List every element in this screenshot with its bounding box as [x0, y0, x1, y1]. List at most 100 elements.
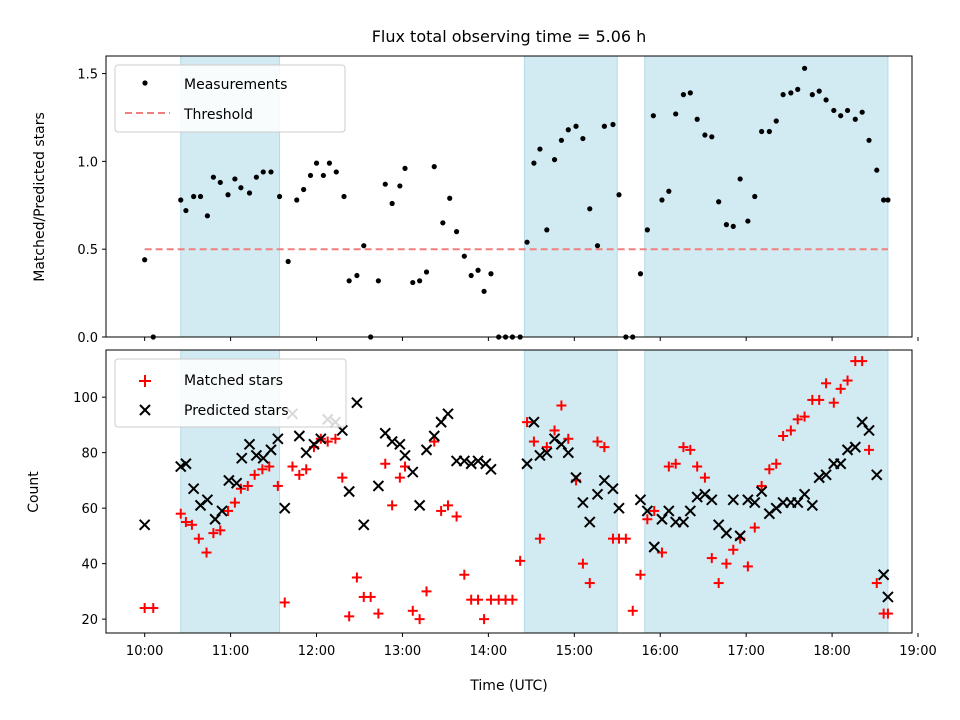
predicted-stars-point — [534, 449, 546, 462]
measurement-point — [780, 92, 786, 98]
measurement-point — [544, 227, 550, 233]
measurement-point — [795, 86, 801, 92]
measurement-point — [197, 193, 204, 200]
matched-stars-point — [451, 511, 462, 522]
measurement-point — [666, 188, 672, 194]
matched-stars-point — [541, 442, 552, 453]
bottom-legend-box — [114, 358, 347, 428]
measurement-point — [346, 278, 352, 284]
legend-threshold-label: Threshold — [183, 107, 253, 123]
measurement-point — [573, 123, 579, 129]
measurement-point — [852, 116, 858, 122]
measurement-point — [475, 267, 481, 273]
bottom-y-tick-label: 60 — [81, 502, 98, 517]
matched-stars-point — [678, 442, 689, 453]
predicted-stars-point — [420, 444, 433, 456]
matched-stars-point — [242, 480, 253, 491]
matched-stars-point — [148, 603, 159, 614]
predicted-stars-point — [399, 449, 411, 462]
measurement-point — [616, 192, 622, 198]
predicted-stars-point — [265, 444, 277, 456]
matched-stars-point — [522, 417, 533, 428]
predicted-stars-point — [706, 494, 718, 506]
predicted-stars-point — [272, 433, 284, 445]
measurement-point — [531, 160, 537, 166]
measurement-point — [580, 135, 586, 142]
measurement-point — [881, 197, 887, 203]
matched-stars-point — [515, 555, 526, 566]
matched-stars-point — [663, 461, 674, 472]
matched-stars-point — [721, 558, 732, 569]
bottom-shaded-interval — [523, 349, 618, 634]
predicted-stars-point — [442, 408, 454, 420]
legend-measurements-label: Measurements — [184, 77, 287, 93]
bottom-y-tick-label: 100 — [73, 391, 98, 406]
measurement-point — [524, 239, 530, 245]
legend-predicted-marker — [139, 404, 151, 416]
matched-stars-point — [429, 436, 440, 447]
matched-stars-point — [592, 436, 603, 447]
matched-stars-point — [344, 611, 355, 622]
measurement-point — [320, 172, 326, 179]
top-panel: 0.0 0.5 1.0 1.5 Matched/Predicted stars Mea… — [32, 55, 919, 346]
matched-stars-point — [139, 603, 150, 614]
measurement-point — [709, 134, 715, 140]
measurement-point — [650, 113, 656, 119]
measurement-point — [301, 186, 307, 193]
measurement-point — [694, 116, 700, 122]
predicted-stars-point — [394, 438, 406, 451]
predicted-stars-point — [407, 466, 419, 478]
measurement-point — [417, 278, 423, 284]
measurement-point — [587, 206, 593, 212]
predicted-stars-point — [856, 416, 868, 428]
measurement-point — [773, 118, 779, 124]
predicted-stars-point — [849, 441, 861, 453]
matched-stars-point — [556, 400, 567, 411]
measurement-point — [294, 197, 300, 203]
measurement-point — [361, 243, 367, 249]
matched-stars-point — [699, 472, 710, 483]
matched-stars-point — [534, 533, 545, 544]
top-legend: Measurements Threshold — [114, 64, 346, 133]
matched-stars-point — [756, 480, 767, 491]
measurement-point — [844, 107, 851, 114]
measurement-point — [397, 183, 403, 189]
matched-stars-point — [771, 458, 782, 469]
legend-matched-marker — [139, 375, 151, 387]
predicted-stars-point — [798, 488, 811, 500]
measurement-point — [285, 258, 291, 265]
measurement-point — [238, 185, 244, 191]
measurement-point — [558, 137, 565, 143]
top-y-axis-label: Matched/Predicted stars — [32, 112, 48, 282]
matched-stars-point — [842, 375, 853, 386]
measurement-point — [333, 169, 339, 175]
predicted-stars-point — [187, 483, 200, 495]
matched-stars-point — [627, 605, 638, 616]
predicted-stars-point — [742, 494, 754, 506]
measurement-point — [191, 193, 197, 200]
measurement-point — [313, 160, 320, 166]
matched-stars-point — [279, 597, 290, 608]
matched-stars-point — [835, 383, 846, 394]
predicted-stars-point — [209, 513, 221, 525]
predicted-stars-point — [598, 474, 611, 487]
measurement-point — [389, 200, 395, 207]
measurement-point — [644, 227, 650, 233]
measurement-point — [659, 197, 665, 203]
predicted-stars-point — [279, 502, 291, 514]
measurement-point — [809, 92, 815, 98]
measurement-point — [687, 90, 693, 96]
predicted-stars-point — [863, 424, 875, 437]
matched-stars-point — [421, 586, 432, 597]
matched-stars-point — [785, 425, 796, 436]
measurement-point — [326, 160, 333, 166]
predicted-stars-point — [379, 427, 391, 439]
measurement-point — [468, 272, 474, 279]
bottom-x-tick-label: 13:00 — [384, 644, 421, 659]
matched-stars-point — [264, 461, 275, 472]
predicted-stars-point — [250, 449, 263, 462]
measurement-point — [759, 128, 765, 135]
measurement-point — [594, 243, 601, 249]
matched-stars-point — [882, 608, 893, 619]
